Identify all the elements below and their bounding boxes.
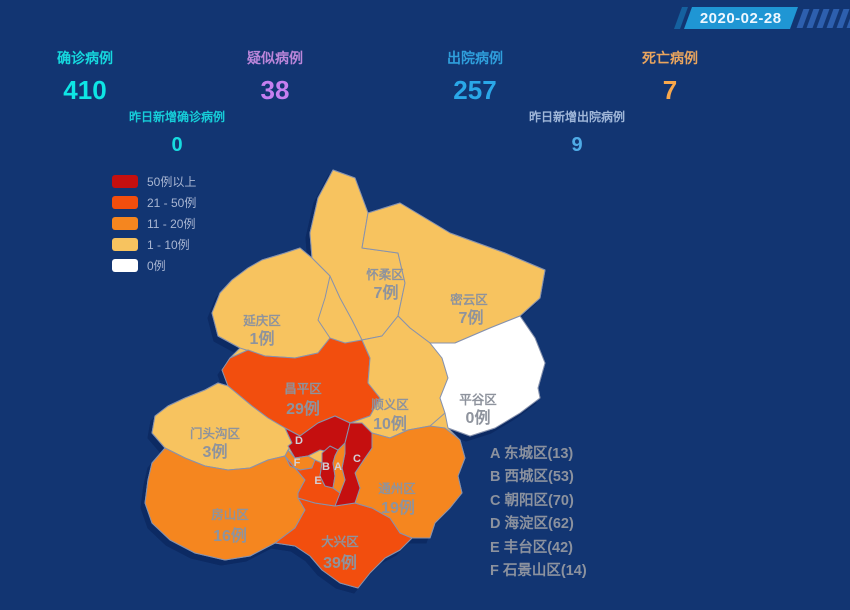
stat-suspected-label: 疑似病例	[247, 50, 303, 66]
stat-deaths: 死亡病例 7	[628, 48, 712, 106]
legend-item: 11 - 20例	[112, 217, 196, 231]
legend-item: 21 - 50例	[112, 196, 197, 210]
stat-confirmed-label: 确诊病例	[57, 50, 113, 66]
decorative-slashes	[796, 9, 850, 28]
map-label-cases: 7例	[459, 308, 484, 327]
map-label-cases: 16例	[213, 526, 247, 545]
map-letter-b: B	[322, 461, 330, 473]
legend-label: 21 - 50例	[147, 196, 197, 210]
map-labels: 延庆区 1例 怀柔区 7例 密云区 7例 昌平区 29例 顺义区 10例 平谷区…	[190, 267, 497, 572]
legend-label: 1 - 10例	[147, 238, 190, 252]
map-label-name: 怀柔区	[366, 267, 404, 282]
stat-new-discharged-value: 9	[571, 134, 583, 156]
map-label-name: 门头沟区	[190, 426, 241, 441]
map-letter-a: A	[334, 461, 342, 473]
list-item-haidian: D 海淀区(62)	[490, 516, 574, 533]
stat-discharged: 出院病例 257	[433, 48, 517, 106]
list-item-chaoyang: C 朝阳区(70)	[490, 492, 574, 509]
stat-new-confirmed-label: 昨日新增确诊病例	[128, 110, 225, 124]
map-label-cases: 19例	[381, 498, 415, 517]
map-label-name: 房山区	[211, 507, 249, 522]
city-district-list: A 东城区(13) B 西城区(53) C 朝阳区(70) D 海淀区(62) …	[490, 443, 587, 583]
legend-swatch	[112, 217, 138, 230]
list-item-dongcheng: A 东城区(13)	[490, 446, 574, 462]
map-label-name: 延庆区	[242, 313, 281, 328]
map-legend: 50例以上 21 - 50例 11 - 20例 1 - 10例 0例	[112, 175, 196, 280]
date-label: 2020-02-28	[700, 9, 782, 27]
legend-label: 11 - 20例	[147, 217, 196, 231]
legend-label: 50例以上	[147, 175, 197, 189]
stat-deaths-value: 7	[662, 75, 678, 105]
map-label-cases: 1例	[250, 329, 275, 348]
list-item-shijingshan: F 石景山区(14)	[490, 562, 587, 579]
stat-discharged-label: 出院病例	[447, 50, 503, 66]
map-label-cases: 7例	[374, 283, 399, 302]
stat-discharged-value: 257	[453, 75, 497, 105]
region-yanqing[interactable]	[211, 247, 331, 359]
date-badge: 2020-02-28	[683, 7, 799, 29]
stat-new-confirmed-value: 0	[171, 134, 183, 156]
legend-item: 0例	[112, 259, 196, 273]
map-letter-c: C	[353, 453, 361, 465]
map-label-name: 密云区	[449, 292, 488, 307]
legend-item: 1 - 10例	[112, 238, 196, 252]
legend-item: 50例以上	[112, 175, 197, 189]
legend-label: 0例	[147, 259, 166, 273]
map-letter-e: E	[314, 475, 321, 487]
map-label-name: 昌平区	[284, 381, 322, 396]
map-label-cases: 39例	[323, 553, 357, 572]
map-letter-d: D	[295, 435, 303, 447]
list-item-fengtai: E 丰台区(42)	[490, 539, 573, 556]
map-label-name: 通州区	[378, 481, 416, 496]
region-pinggu[interactable]	[429, 315, 546, 437]
stat-new-confirmed: 昨日新增确诊病例 0	[122, 108, 232, 157]
map-label-cases: 3例	[203, 442, 228, 461]
region-dongcheng[interactable]	[332, 442, 346, 494]
stat-confirmed-value: 410	[63, 75, 107, 105]
map-label-cases: 0例	[466, 408, 491, 427]
beijing-map: 延庆区 1例 怀柔区 7例 密云区 7例 昌平区 29例 顺义区 10例 平谷区…	[144, 169, 546, 589]
legend-swatch	[112, 259, 138, 272]
legend-swatch	[112, 238, 138, 251]
legend-swatch	[112, 196, 138, 209]
legend-swatch	[112, 175, 138, 188]
map-label-name: 顺义区	[371, 397, 409, 412]
stat-suspected-value: 38	[260, 75, 290, 105]
map-label-name: 大兴区	[321, 534, 359, 549]
stat-suspected: 疑似病例 38	[233, 48, 317, 106]
stat-new-discharged: 昨日新增出院病例 9	[522, 108, 632, 157]
stat-confirmed: 确诊病例 410	[43, 48, 127, 106]
map-label-name: 平谷区	[459, 392, 497, 407]
list-item-xicheng: B 西城区(53)	[490, 469, 574, 486]
map-letter-f: F	[294, 457, 301, 469]
stat-deaths-label: 死亡病例	[642, 50, 698, 66]
map-label-cases: 29例	[286, 399, 320, 418]
map-label-cases: 10例	[373, 414, 407, 433]
stat-new-discharged-label: 昨日新增出院病例	[528, 110, 625, 124]
